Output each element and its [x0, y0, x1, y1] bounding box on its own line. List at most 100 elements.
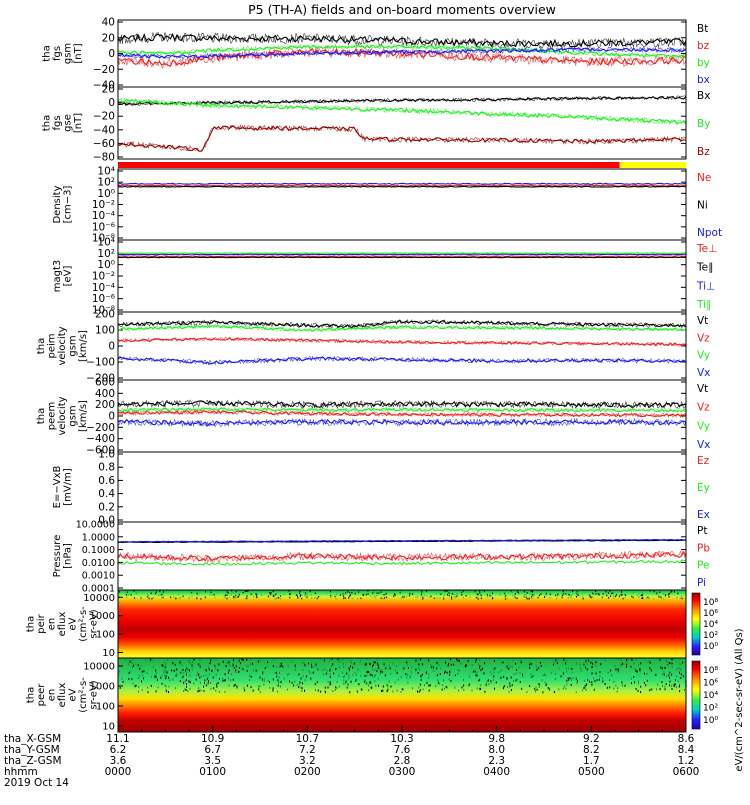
series-line-Te∥: [118, 256, 686, 259]
legend-label: Bx: [697, 90, 710, 102]
series-line-Te⊥: [118, 255, 686, 258]
time-tick-label: 0000: [105, 766, 132, 778]
svg-text:E=−VxB: E=−VxB: [52, 466, 63, 509]
y-axis-label: tha peer en eflux eV (cm²-s-sr-eV): [26, 677, 100, 713]
legend-label: by: [697, 57, 710, 69]
series-line-Pe: [118, 559, 686, 566]
panel-3: [118, 162, 686, 168]
svg-text:(cm²-s-: (cm²-s-: [78, 677, 89, 713]
legend-label: Vy: [697, 350, 710, 362]
svg-text:[eV]: [eV]: [62, 266, 73, 287]
y-tick-label: 40: [102, 17, 115, 29]
series-line-Pt: [118, 539, 686, 544]
ephemeris-y-value: 7.6: [394, 744, 411, 756]
legend-label: Ti∥: [696, 299, 711, 311]
svg-text:en: en: [47, 689, 58, 702]
y-tick-label: 0: [108, 97, 115, 109]
ephemeris-z-value: 2.3: [488, 755, 505, 767]
time-tick-label: 0100: [199, 766, 226, 778]
legend-label: Te⊥: [696, 243, 717, 255]
y-tick-label: 100: [96, 630, 115, 641]
y-tick-label: 0.1000: [82, 545, 115, 556]
ephemeris-z-value: 3.2: [299, 755, 316, 767]
colorbar-tick-label: 10⁸: [703, 666, 718, 676]
y-tick-label: 10⁴: [97, 237, 115, 249]
colorbar-tick-label: 10⁰: [703, 642, 718, 652]
legend-label: bz: [697, 40, 710, 52]
colorbar-title: eV/(cm^2-sec-sr-eV) (All Qs): [734, 628, 745, 771]
svg-text:fgs: fgs: [52, 46, 63, 61]
y-tick-label: 20: [102, 32, 115, 44]
y-axis-label: Pressure [nPa]: [52, 535, 74, 578]
ephemeris-y-value: 7.2: [299, 744, 316, 756]
svg-text:tha: tha: [26, 687, 37, 703]
y-tick-label: −200: [86, 373, 115, 385]
legend-label: Ex: [697, 509, 710, 521]
y-tick-label: 1000: [90, 611, 115, 622]
y-tick-label: 1000: [90, 681, 115, 692]
y-tick-label: 0.0100: [82, 558, 115, 569]
ephemeris-y-value: 8.2: [583, 744, 600, 756]
legend-label: Te∥: [696, 262, 713, 274]
colorbar-tick-label: 10⁰: [703, 716, 718, 726]
svg-text:[nPa]: [nPa]: [62, 543, 73, 569]
svg-text:peem: peem: [47, 402, 58, 430]
svg-text:tha: tha: [36, 338, 47, 354]
y-tick-label: 0: [108, 411, 115, 423]
y-tick-label: −60: [93, 138, 115, 150]
y-tick-label: 200: [95, 309, 115, 321]
svg-text:[cm−3]: [cm−3]: [62, 186, 73, 224]
ephemeris-z-value: 1.2: [678, 755, 695, 767]
y-tick-label: 10⁻⁸: [92, 305, 115, 317]
svg-text:Density: Density: [52, 185, 63, 223]
legend-label: bx: [697, 74, 710, 86]
y-tick-label: 0.8: [98, 462, 115, 474]
svg-text:fgs: fgs: [52, 115, 63, 130]
ephemeris-x-value: 10.9: [201, 733, 224, 745]
panel-8: 1.00.80.60.40.2 0.0 E=−VxB [mV/m] Ez Ey Ex: [52, 449, 710, 527]
y-axis-label: E=−VxB [mV/m]: [52, 466, 74, 509]
y-tick-label: 1.0: [98, 449, 115, 461]
y-tick-label: −600: [86, 445, 115, 457]
ephemeris-y-label: tha_Y-GSM: [4, 744, 60, 756]
svg-text:velocity: velocity: [57, 396, 68, 435]
legend-label: Vt: [697, 383, 708, 395]
time-tick-label: 0200: [294, 766, 321, 778]
svg-text:peir: peir: [36, 613, 47, 633]
y-tick-label: 10⁻⁴: [92, 282, 115, 294]
series-group: [118, 252, 686, 259]
legend-label: Ez: [697, 455, 710, 467]
y-tick-label: 0.0001: [82, 584, 115, 595]
panel-frame: [117, 239, 687, 313]
legend-label: Pe: [697, 560, 709, 572]
svg-text:gse: gse: [62, 114, 73, 132]
y-tick-label: 0: [108, 48, 115, 60]
series-group: [118, 95, 686, 152]
y-tick-label: 200: [95, 399, 115, 411]
legend-label: Ni: [697, 200, 708, 212]
y-tick-label: −20: [93, 111, 115, 123]
ephemeris-x-value: 9.8: [488, 733, 505, 745]
spectrogram-image: [118, 658, 686, 732]
spectrogram-texture: [118, 590, 686, 600]
panel-frame: [117, 86, 687, 160]
svg-text:[mV/m]: [mV/m]: [62, 468, 73, 506]
svg-text:peer: peer: [36, 683, 47, 707]
legend-label: Vz: [697, 402, 710, 414]
colorbar-tick-label: 10²: [703, 631, 718, 641]
y-tick-label: 1.0000: [82, 532, 115, 543]
y-tick-label: 0: [108, 341, 115, 353]
svg-text:magt3: magt3: [52, 260, 63, 293]
series-line-Ti∥: [118, 252, 686, 255]
series-line-Pb: [118, 550, 686, 562]
y-tick-label: 0.2: [98, 501, 115, 513]
y-tick-label: 100: [95, 325, 115, 337]
legend-label: Bt: [697, 23, 708, 35]
y-tick-label: 10000: [83, 593, 115, 604]
y-tick-label: 10.0000: [76, 520, 115, 531]
colorbar-tick-label: 10⁴: [703, 620, 718, 630]
time-tick-label: 0300: [389, 766, 416, 778]
y-tick-label: −40: [93, 80, 115, 92]
